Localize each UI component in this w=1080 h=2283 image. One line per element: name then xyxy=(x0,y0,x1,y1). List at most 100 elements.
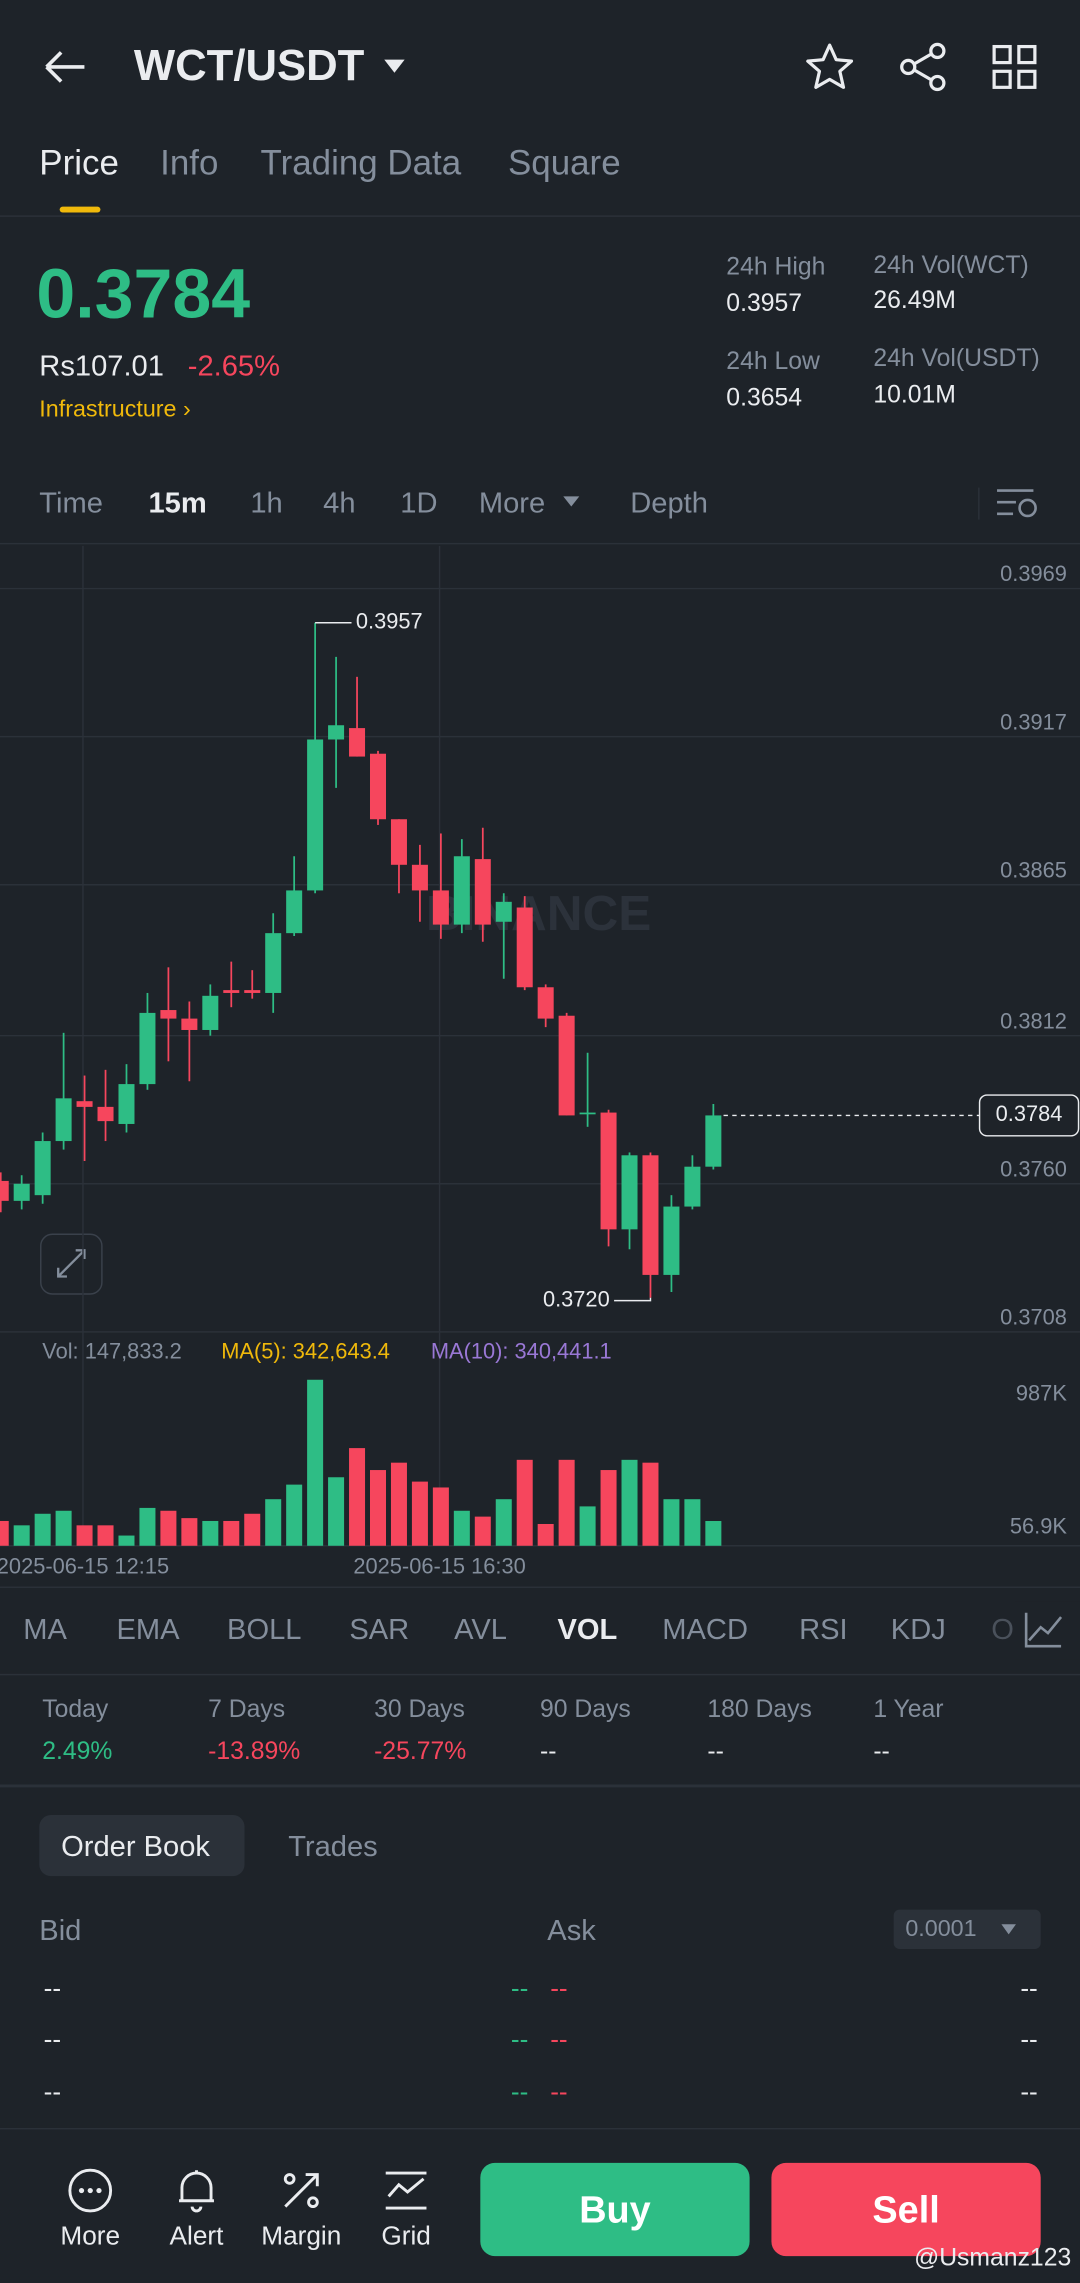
tab[interactable]: Price xyxy=(39,144,119,184)
last-price: 0.3784 xyxy=(36,256,251,334)
candle-body xyxy=(286,890,303,934)
candle-body xyxy=(265,933,282,993)
indicator[interactable]: MACD xyxy=(662,1614,748,1647)
candle-body xyxy=(537,987,554,1019)
stat-label: 24h Vol(WCT) xyxy=(873,251,1029,279)
candle-body xyxy=(663,1206,680,1275)
order-cell: -- xyxy=(510,2077,529,2107)
period-label: 7 Days xyxy=(208,1694,286,1723)
interval[interactable]: 15m xyxy=(148,487,207,520)
tab[interactable]: Trades xyxy=(288,1831,378,1864)
candle-body xyxy=(328,725,345,740)
precision-select[interactable] xyxy=(893,1909,1041,1949)
candle-body xyxy=(76,1101,93,1107)
volume-bar xyxy=(495,1499,512,1546)
volume-bar xyxy=(286,1484,303,1546)
indicator[interactable]: RSI xyxy=(799,1614,848,1647)
candle-body xyxy=(579,1112,596,1115)
indicator-menu[interactable] xyxy=(1014,1601,1080,1660)
sell-button[interactable]: Sell xyxy=(771,2162,1041,2257)
action-label[interactable]: Grid xyxy=(381,2221,431,2251)
bid-header: Bid xyxy=(39,1915,82,1948)
tab[interactable]: Square xyxy=(507,144,621,184)
action-label[interactable]: More xyxy=(60,2221,121,2251)
caret xyxy=(563,496,580,507)
sector-text: Infrastructure xyxy=(39,397,177,423)
sector-tag[interactable]: Infrastructure › xyxy=(39,397,191,423)
candle-body xyxy=(390,819,407,865)
more-icon[interactable] xyxy=(67,2167,114,2214)
stat-value: 0.3654 xyxy=(726,383,802,412)
buy-button[interactable]: Buy xyxy=(480,2162,750,2257)
candle-body xyxy=(474,859,491,925)
indicator[interactable]: AVL xyxy=(454,1614,508,1647)
volume-bar xyxy=(558,1459,575,1546)
grid-icon[interactable] xyxy=(991,44,1038,91)
volume-bar xyxy=(307,1379,324,1546)
candle-body xyxy=(411,864,428,891)
back-button[interactable] xyxy=(41,47,88,88)
chart-settings-icon[interactable] xyxy=(996,486,1040,521)
grid-bot-icon[interactable] xyxy=(383,2167,430,2214)
alert-icon[interactable] xyxy=(173,2166,220,2215)
period-label: 30 Days xyxy=(374,1694,465,1723)
interval[interactable]: 4h xyxy=(323,487,356,520)
indicator[interactable]: EMA xyxy=(116,1614,180,1647)
indicator[interactable]: SAR xyxy=(349,1614,410,1647)
caret xyxy=(1001,1924,1016,1935)
volume-bar xyxy=(118,1535,135,1546)
tab[interactable]: Info xyxy=(160,144,219,184)
pair-title[interactable]: WCT/USDT xyxy=(133,42,365,91)
period-label: Today xyxy=(42,1694,109,1723)
expand-icon xyxy=(57,1249,86,1278)
indicator[interactable]: O xyxy=(991,1614,1014,1647)
order-cell: -- xyxy=(550,2077,568,2107)
stat-value: 26.49M xyxy=(873,286,956,314)
stat-value: 10.01M xyxy=(873,380,956,409)
indicator[interactable]: BOLL xyxy=(227,1614,302,1647)
stat-label: 24h Vol(USDT) xyxy=(873,344,1040,372)
vol-tick-label: 987K xyxy=(1016,1381,1067,1406)
y-tick-label: 0.3969 xyxy=(1000,561,1067,586)
expand-button[interactable] xyxy=(40,1233,103,1295)
divider xyxy=(0,1586,1080,1588)
tab[interactable]: Trading Data xyxy=(260,144,462,184)
favorite-icon[interactable] xyxy=(805,42,854,91)
tab[interactable]: Order Book xyxy=(61,1831,210,1864)
x-tick-label: 2025-06-15 16:30 xyxy=(353,1553,525,1578)
volume-bar xyxy=(663,1499,680,1546)
candle-body xyxy=(181,1018,198,1030)
divider xyxy=(0,1784,1080,1788)
volume-bar xyxy=(181,1518,198,1546)
order-cell: -- xyxy=(510,1973,529,2003)
y-tick-label: 0.3760 xyxy=(1000,1156,1067,1181)
interval[interactable]: More xyxy=(478,487,546,520)
candle-body xyxy=(55,1098,72,1142)
volume-bar xyxy=(34,1513,51,1546)
indicator[interactable]: KDJ xyxy=(890,1614,946,1647)
candle-body xyxy=(244,990,261,993)
interval[interactable]: Depth xyxy=(630,487,708,520)
indicator[interactable]: MA xyxy=(23,1614,67,1647)
volume-bar xyxy=(76,1525,93,1546)
share-icon[interactable] xyxy=(898,42,947,92)
interval[interactable]: Time xyxy=(39,487,103,520)
candle-body xyxy=(705,1115,722,1167)
order-cell: -- xyxy=(550,1973,568,2003)
interval[interactable]: 1D xyxy=(400,487,438,520)
action-label[interactable]: Alert xyxy=(169,2221,224,2251)
period-value: -- xyxy=(540,1737,557,1765)
candle-body xyxy=(684,1166,701,1207)
volume-bar xyxy=(600,1470,617,1546)
indicator[interactable]: VOL xyxy=(557,1614,618,1647)
margin-icon[interactable] xyxy=(278,2167,325,2214)
action-label[interactable]: Margin xyxy=(261,2221,342,2251)
period-value: -- xyxy=(873,1737,890,1765)
volume-bar xyxy=(0,1520,9,1546)
vol-tick-label: 56.9K xyxy=(1010,1513,1067,1538)
order-cell: -- xyxy=(1020,1973,1038,2003)
stat-label: 24h Low xyxy=(726,347,820,375)
tab-active-bg[interactable] xyxy=(39,1815,245,1877)
interval[interactable]: 1h xyxy=(250,487,283,520)
volume-bar xyxy=(13,1525,30,1546)
